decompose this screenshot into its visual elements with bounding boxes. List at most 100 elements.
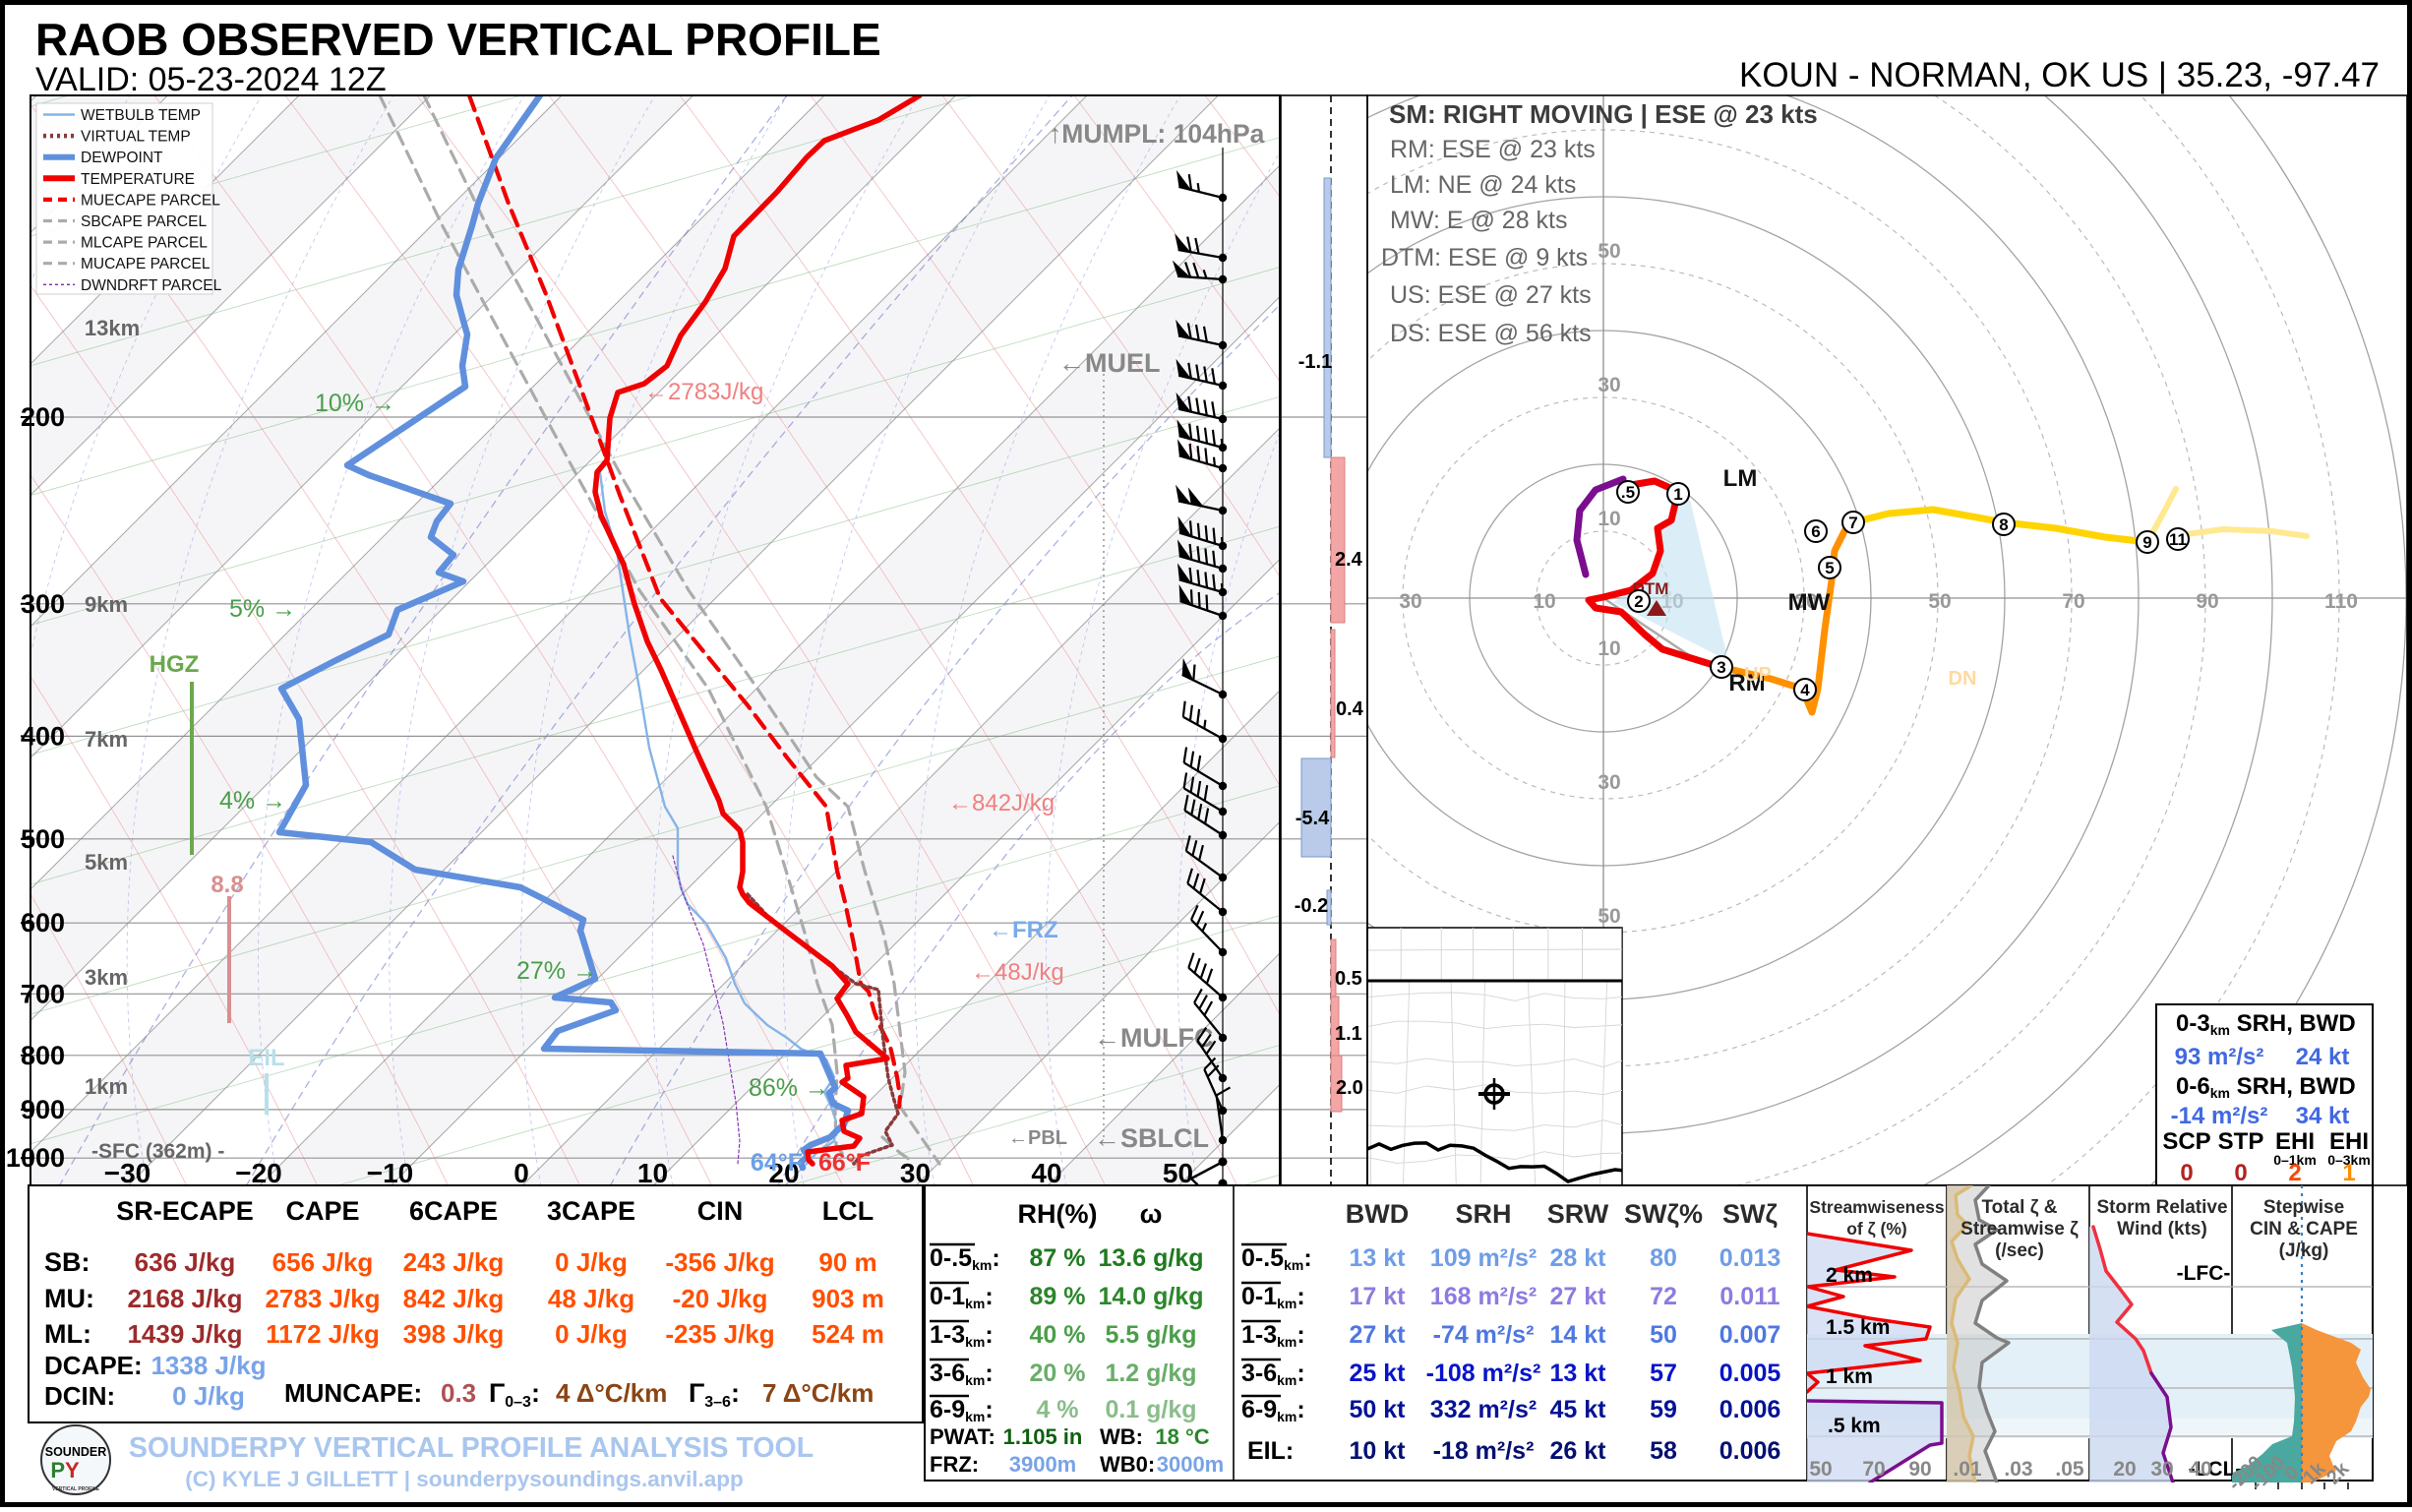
svg-text:.5: .5 bbox=[1621, 483, 1635, 502]
svg-text:EIL: EIL bbox=[248, 1045, 284, 1071]
svg-text:27 kt: 27 kt bbox=[1350, 1321, 1407, 1349]
svg-text:SB:: SB: bbox=[44, 1247, 90, 1277]
svg-text:SOUNDERPY VERTICAL PROFILE ANA: SOUNDERPY VERTICAL PROFILE ANALYSIS TOOL bbox=[129, 1432, 814, 1464]
svg-text:1-3km:: 1-3km: bbox=[930, 1321, 994, 1350]
svg-text:0.007: 0.007 bbox=[1719, 1321, 1781, 1349]
svg-text:30: 30 bbox=[1399, 590, 1421, 613]
svg-text:11: 11 bbox=[2169, 530, 2187, 549]
svg-text:6: 6 bbox=[1811, 522, 1820, 541]
svg-text:72: 72 bbox=[1650, 1283, 1677, 1310]
svg-text:DS: ESE @ 56 kts: DS: ESE @ 56 kts bbox=[1390, 320, 1592, 347]
svg-text:14.0 g/kg: 14.0 g/kg bbox=[1099, 1283, 1204, 1310]
svg-text:EHI: EHI bbox=[2275, 1128, 2315, 1155]
svg-text:WB:: WB: bbox=[1100, 1424, 1143, 1449]
svg-text:3CAPE: 3CAPE bbox=[547, 1196, 635, 1226]
svg-text:24 kt: 24 kt bbox=[2296, 1044, 2350, 1070]
svg-text:13km: 13km bbox=[85, 316, 140, 340]
svg-text:ML:: ML: bbox=[44, 1319, 91, 1349]
svg-text:-0.2: -0.2 bbox=[1295, 895, 1328, 917]
svg-text:40 %: 40 % bbox=[1030, 1321, 1086, 1349]
svg-text:168 m²/s²: 168 m²/s² bbox=[1430, 1283, 1537, 1310]
svg-text:0: 0 bbox=[513, 1158, 529, 1188]
svg-text:5.5 g/kg: 5.5 g/kg bbox=[1105, 1321, 1196, 1349]
svg-text:RM: ESE @ 23 kts: RM: ESE @ 23 kts bbox=[1390, 136, 1596, 163]
svg-text:0.4: 0.4 bbox=[1336, 698, 1364, 720]
svg-text:DTM: ESE @ 9 kts: DTM: ESE @ 9 kts bbox=[1381, 244, 1588, 272]
svg-text:10: 10 bbox=[1598, 508, 1620, 530]
svg-text:SBCAPE PARCEL: SBCAPE PARCEL bbox=[81, 213, 207, 230]
svg-text:1.2 g/kg: 1.2 g/kg bbox=[1105, 1360, 1196, 1387]
svg-text:4 Δ°C/km: 4 Δ°C/km bbox=[556, 1378, 667, 1408]
svg-text:−10: −10 bbox=[367, 1158, 414, 1188]
svg-text:50: 50 bbox=[1598, 240, 1620, 263]
svg-text:13 kt: 13 kt bbox=[1550, 1360, 1607, 1387]
svg-text:8: 8 bbox=[1999, 515, 2008, 534]
svg-text:EIL:: EIL: bbox=[1247, 1437, 1294, 1465]
svg-text:0-3km SRH,: 0-3km SRH, bbox=[2176, 1010, 2293, 1038]
svg-text:66°F: 66°F bbox=[818, 1149, 871, 1177]
svg-text:90 m: 90 m bbox=[818, 1247, 876, 1277]
svg-text:25 kt: 25 kt bbox=[1350, 1360, 1407, 1387]
svg-text:−30: −30 bbox=[104, 1158, 151, 1188]
svg-text:WETBULB TEMP: WETBULB TEMP bbox=[81, 107, 201, 124]
svg-text:1000: 1000 bbox=[6, 1143, 65, 1173]
svg-text:(J/kg): (J/kg) bbox=[2279, 1240, 2329, 1261]
svg-text:-14 m²/s²: -14 m²/s² bbox=[2171, 1103, 2268, 1129]
svg-text:ω: ω bbox=[1140, 1199, 1163, 1229]
svg-text:←MULFC: ←MULFC bbox=[1094, 1023, 1213, 1053]
svg-text:45 kt: 45 kt bbox=[1550, 1396, 1607, 1423]
svg-text:0 J/kg: 0 J/kg bbox=[555, 1319, 628, 1349]
svg-text:.03: .03 bbox=[2004, 1458, 2032, 1481]
svg-text:50: 50 bbox=[1650, 1321, 1677, 1349]
svg-text:0: 0 bbox=[2234, 1160, 2247, 1186]
svg-text:RM: RM bbox=[1728, 670, 1765, 696]
svg-text:20: 20 bbox=[2113, 1458, 2136, 1481]
svg-text:48 J/kg: 48 J/kg bbox=[548, 1284, 634, 1313]
svg-text:90: 90 bbox=[2196, 590, 2218, 613]
svg-text:0.011: 0.011 bbox=[1719, 1283, 1779, 1310]
svg-text:-SFC (362m) -: -SFC (362m) - bbox=[91, 1140, 224, 1163]
svg-text:-LCL-: -LCL- bbox=[2189, 1458, 2243, 1481]
svg-text:STP: STP bbox=[2218, 1128, 2264, 1155]
svg-text:110: 110 bbox=[2324, 590, 2358, 613]
svg-text:RH(%): RH(%) bbox=[1018, 1199, 1098, 1229]
svg-text:58: 58 bbox=[1650, 1437, 1677, 1465]
svg-text:3000m: 3000m bbox=[1157, 1452, 1225, 1477]
svg-text:.5 km: .5 km bbox=[1828, 1415, 1881, 1437]
svg-text:VALID: 05-23-2024 12Z: VALID: 05-23-2024 12Z bbox=[35, 61, 387, 98]
svg-text:26 kt: 26 kt bbox=[1550, 1437, 1607, 1465]
svg-text:-235 J/kg: -235 J/kg bbox=[665, 1319, 774, 1349]
svg-text:↑MUMPL: 104hPa: ↑MUMPL: 104hPa bbox=[1049, 119, 1265, 149]
svg-text:MUNCAPE:: MUNCAPE: bbox=[284, 1378, 422, 1408]
svg-text:CIN: CIN bbox=[697, 1196, 744, 1226]
svg-text:0–1km: 0–1km bbox=[2273, 1152, 2317, 1168]
svg-text:4: 4 bbox=[1800, 681, 1810, 699]
svg-text:SWζ: SWζ bbox=[1722, 1199, 1778, 1229]
svg-text:SOUNDER: SOUNDER bbox=[45, 1445, 107, 1459]
svg-text:SR-ECAPE: SR-ECAPE bbox=[116, 1196, 254, 1226]
svg-text:10: 10 bbox=[1598, 637, 1620, 660]
svg-text:7km: 7km bbox=[85, 727, 128, 752]
svg-text:2 km: 2 km bbox=[1826, 1264, 1873, 1287]
svg-text:HGZ: HGZ bbox=[150, 651, 200, 678]
svg-text:DWNDRFT PARCEL: DWNDRFT PARCEL bbox=[81, 277, 222, 294]
svg-text:10: 10 bbox=[637, 1158, 668, 1188]
svg-text:20: 20 bbox=[768, 1158, 799, 1188]
svg-text:70: 70 bbox=[2062, 590, 2084, 613]
svg-text:LM: LM bbox=[1723, 465, 1758, 492]
svg-text:1km: 1km bbox=[85, 1074, 128, 1099]
svg-text:2.4: 2.4 bbox=[1335, 549, 1363, 571]
svg-text:1.5 km: 1.5 km bbox=[1826, 1316, 1890, 1339]
svg-text:2: 2 bbox=[2288, 1160, 2301, 1186]
svg-text:1: 1 bbox=[1673, 485, 1682, 504]
svg-text:MUCAPE PARCEL: MUCAPE PARCEL bbox=[81, 256, 211, 272]
svg-text:2168 J/kg: 2168 J/kg bbox=[127, 1284, 242, 1313]
svg-text:5% →: 5% → bbox=[229, 595, 296, 623]
svg-text:KOUN - NORMAN, OK US | 35.23,: KOUN - NORMAN, OK US | 35.23, -97.47 bbox=[1739, 56, 2380, 94]
svg-text:-1.1: -1.1 bbox=[1298, 351, 1332, 373]
svg-text:-5.4: -5.4 bbox=[1296, 808, 1330, 829]
svg-text:SRW: SRW bbox=[1547, 1199, 1609, 1229]
svg-text:30: 30 bbox=[1598, 374, 1620, 396]
svg-text:656 J/kg: 656 J/kg bbox=[272, 1247, 374, 1277]
svg-text:0-6km SRH,: 0-6km SRH, bbox=[2176, 1073, 2293, 1101]
